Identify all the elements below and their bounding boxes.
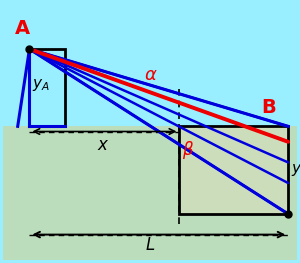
Polygon shape	[29, 49, 65, 126]
Polygon shape	[3, 126, 297, 260]
Text: $\beta$: $\beta$	[182, 139, 194, 161]
Text: $\alpha$: $\alpha$	[144, 66, 158, 84]
Text: $y_A$: $y_A$	[32, 77, 50, 93]
Text: B: B	[262, 98, 277, 118]
Text: $y_B$: $y_B$	[291, 162, 300, 178]
Text: $x$: $x$	[97, 135, 110, 154]
Text: A: A	[15, 19, 30, 38]
Text: $L$: $L$	[145, 236, 155, 254]
Polygon shape	[179, 126, 288, 214]
